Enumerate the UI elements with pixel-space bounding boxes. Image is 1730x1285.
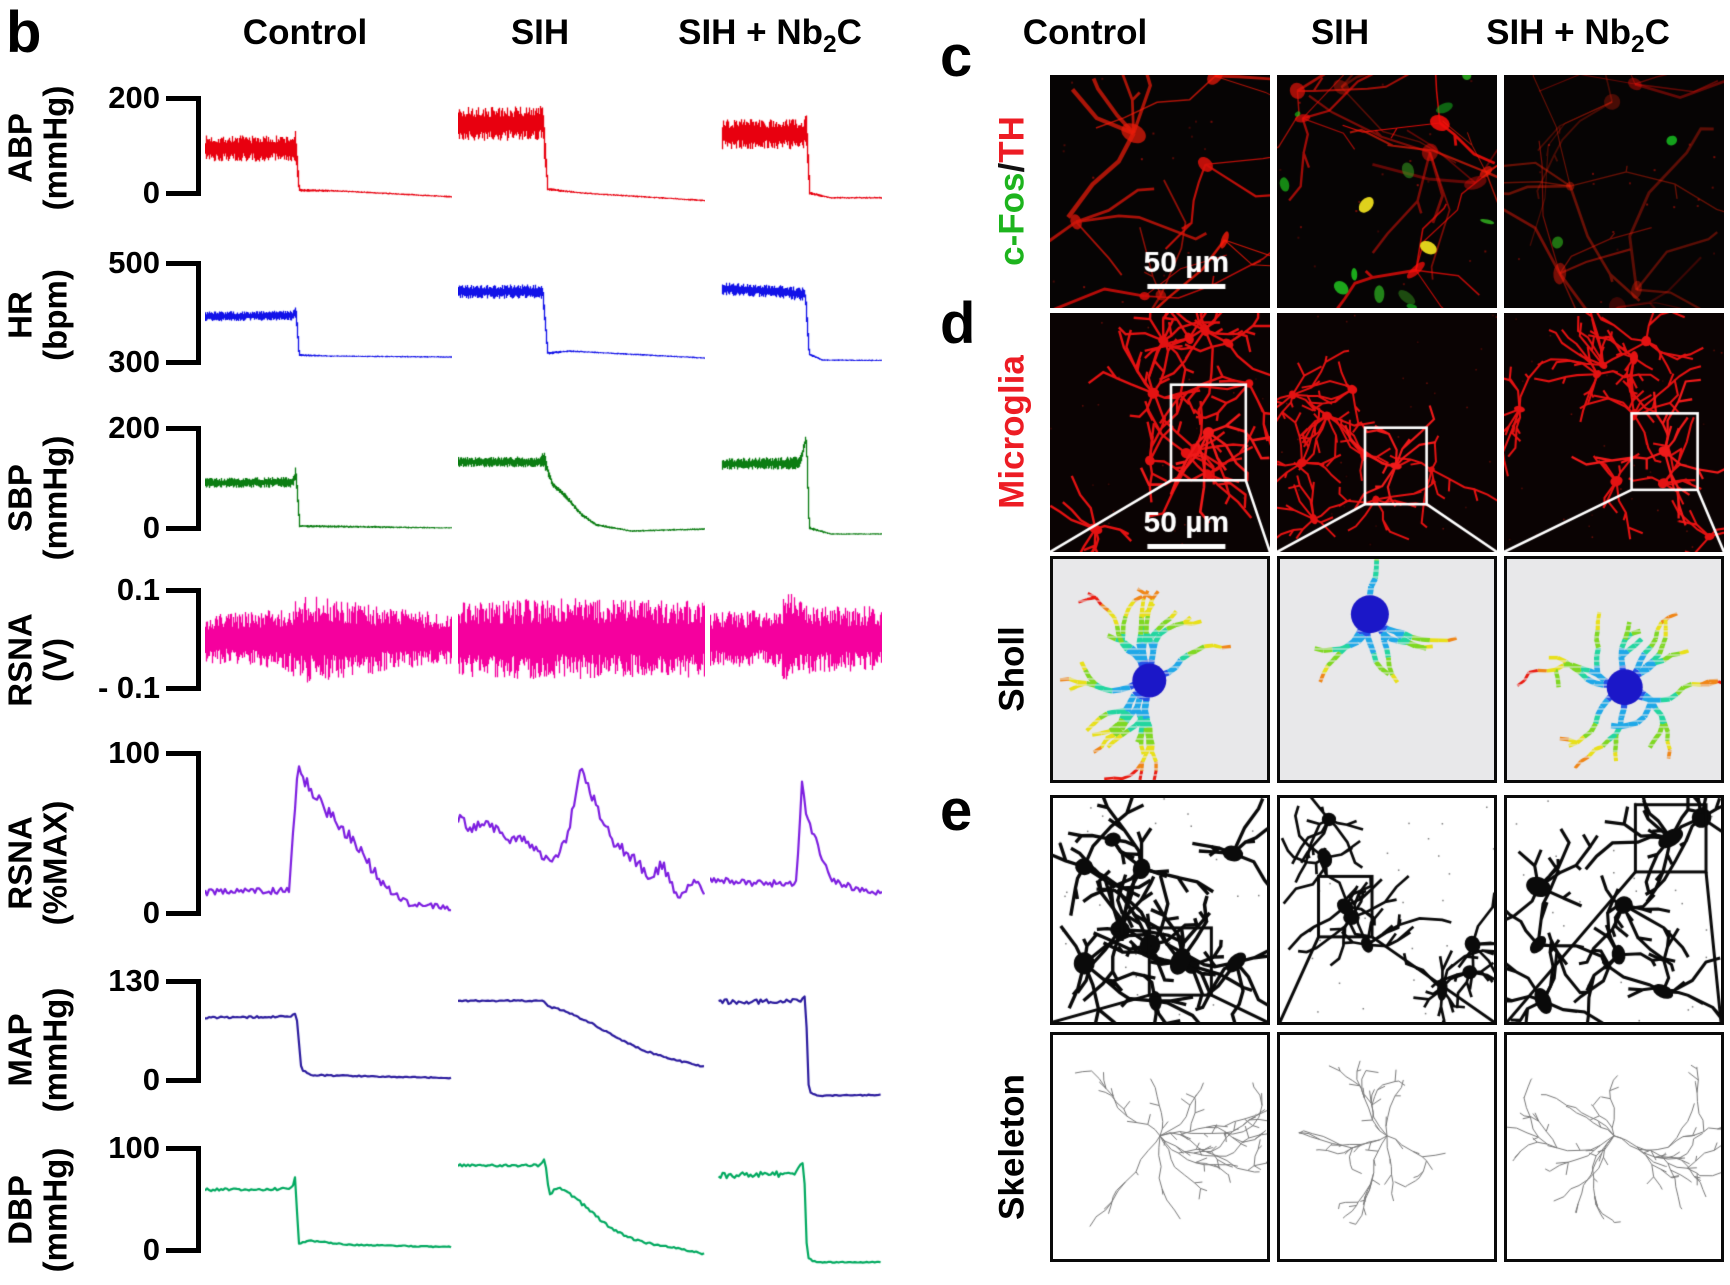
trace-hr-control [205,230,452,400]
skeleton-image-sih-nb2c-canvas [1507,1035,1721,1259]
cfos-th-image-sih-canvas [1277,75,1497,308]
trace-hr-sih [458,230,705,400]
trace-rsna-max-sih [458,745,705,980]
column-header-b-sih-nb2c: SIH + Nb2C [678,13,862,58]
cfos-th-image-control [1050,75,1270,308]
trace-dbp-sih-nb2c [710,1135,882,1285]
tick-top-rsna-max: 100 [108,735,160,770]
skeleton-image-sih-canvas [1280,1035,1494,1259]
sholl-image-sih [1277,556,1497,783]
trace-map-sih-nb2c [710,965,882,1135]
axis-bracket-dbp [166,1146,201,1253]
trace-sbp-control [205,410,452,585]
column-header-b-sih: SIH [510,13,570,52]
sholl-image-sih-canvas [1280,559,1494,780]
tick-top-rsna-v: 0.1 [116,572,160,607]
microglia-image-control-canvas [1050,313,1270,552]
trace-rsna-v-control [205,575,452,745]
skeleton-image-control-canvas [1053,1035,1267,1259]
trace-sbp-sih-nb2c [710,410,882,585]
tick-bottom-abp: 0 [142,175,160,210]
axis-bracket-rsna-max [166,751,201,916]
trace-rsna-v-sih-nb2c [710,575,882,745]
trace-dbp-sih [458,1135,705,1285]
binary-image-control [1050,795,1270,1025]
row-label-skeleton: Skeleton [992,1074,1032,1220]
panel-b-label: b [6,0,42,65]
tick-top-abp: 200 [108,80,160,115]
trace-rsna-max-sih-nb2c [710,745,882,980]
trace-abp-control [205,70,452,225]
tick-top-sbp: 200 [108,410,160,445]
trace-rsna-max-control [205,745,452,980]
sholl-image-sih-nb2c-canvas [1507,559,1721,780]
axis-bracket-map [166,979,201,1083]
trace-map-sih [458,965,705,1135]
trace-abp-sih-nb2c [710,70,882,225]
trace-row-map: MAP (mmHg) 130 0 [0,963,882,1135]
sholl-image-control-canvas [1053,559,1267,780]
row-label-cfos-th-part-1: / [992,162,1032,173]
tick-bottom-map: 0 [142,1062,160,1097]
trace-row-abp: ABP (mmHg) 200 0 [0,70,882,225]
axis-bracket-rsna-v [166,588,201,691]
trace-rsna-v-sih [458,575,705,745]
tick-bottom-sbp: 0 [142,510,160,545]
binary-image-sih-nb2c [1504,795,1724,1025]
trace-row-hr: HR (bpm) 500 300 [0,230,882,400]
trace-map-control [205,965,452,1135]
row-label-cfos-th: c-Fos/TH [992,116,1032,266]
microglia-image-control [1050,313,1270,552]
axis-bracket-hr [166,261,201,365]
microglia-image-sih [1277,313,1497,552]
trace-row-sbp: SBP (mmHg) 200 0 [0,410,882,585]
microglia-image-sih-canvas [1277,313,1497,552]
cfos-th-image-control-canvas [1050,75,1270,308]
sholl-image-sih-nb2c [1504,556,1724,783]
column-header-right-control: Control [1022,13,1148,52]
row-label-microglia: Microglia [992,355,1032,509]
microglia-image-sih-nb2c-canvas [1504,313,1724,552]
binary-image-control-canvas [1053,798,1267,1022]
trace-row-rsna-max: RSNA (%MAX) 100 0 [0,737,882,980]
axis-bracket-sbp [166,426,201,531]
tick-bottom-hr: 300 [108,344,160,379]
trace-row-dbp: DBP (mmHg) 100 0 [0,1130,882,1285]
trace-abp-sih [458,70,705,225]
microglia-image-sih-nb2c [1504,313,1724,552]
binary-image-sih-nb2c-canvas [1507,798,1721,1022]
column-header-b-control: Control [242,13,368,52]
trace-dbp-control [205,1135,452,1285]
binary-image-sih [1277,795,1497,1025]
trace-sbp-sih [458,410,705,585]
skeleton-image-control [1050,1032,1270,1262]
column-header-right-sih: SIH [1310,13,1370,52]
tick-top-dbp: 100 [108,1130,160,1165]
row-label-cfos-th-part-2: TH [992,116,1032,163]
skeleton-image-sih-nb2c [1504,1032,1724,1262]
cfos-th-image-sih [1277,75,1497,308]
binary-image-sih-canvas [1280,798,1494,1022]
tick-top-hr: 500 [108,245,160,280]
sholl-image-control [1050,556,1270,783]
tick-bottom-rsna-v: - 0.1 [97,670,160,705]
tick-bottom-dbp: 0 [142,1232,160,1267]
panel-c-label: c [940,24,973,89]
trace-row-rsna-v: RSNA (V) 0.1 - 0.1 [0,572,882,745]
panel-d-label: d [940,291,976,356]
tick-bottom-rsna-max: 0 [142,895,160,930]
column-header-right-sih-nb2c: SIH + Nb2C [1486,13,1670,58]
cfos-th-image-sih-nb2c [1504,75,1724,308]
row-label-sholl: Sholl [992,626,1032,712]
trace-hr-sih-nb2c [710,230,882,400]
cfos-th-image-sih-nb2c-canvas [1504,75,1724,308]
row-label-cfos-th-part-0: c-Fos [992,172,1032,266]
tick-top-map: 130 [108,963,160,998]
skeleton-image-sih [1277,1032,1497,1262]
panel-e-label: e [940,778,973,843]
axis-bracket-abp [166,96,201,196]
